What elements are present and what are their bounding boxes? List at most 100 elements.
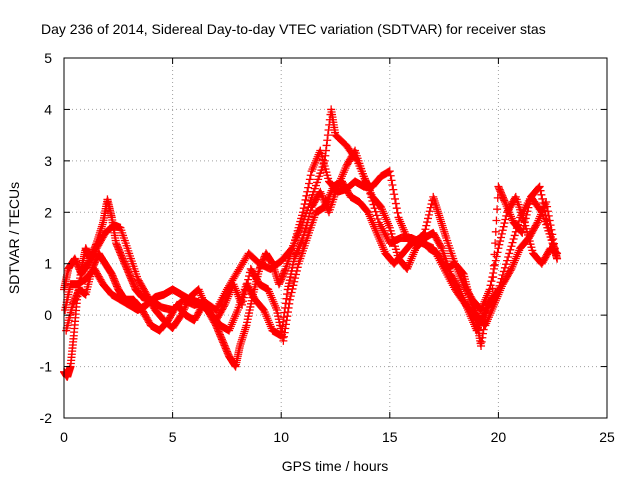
- data-point: [490, 260, 499, 269]
- data-point: [289, 281, 298, 290]
- data-point: [508, 238, 517, 247]
- data-point: [437, 242, 446, 251]
- data-point: [492, 216, 501, 225]
- data-point: [433, 205, 442, 214]
- data-point: [510, 231, 519, 240]
- data-point: [237, 335, 246, 344]
- data-point: [543, 219, 552, 228]
- y-tick-label: 2: [44, 204, 52, 220]
- data-point: [424, 214, 433, 223]
- data-point: [279, 313, 288, 322]
- data-point: [237, 337, 246, 346]
- data-point: [219, 302, 228, 311]
- data-point: [541, 211, 550, 220]
- y-tick-label: 5: [44, 50, 52, 66]
- data-point: [239, 329, 248, 338]
- data-point: [391, 194, 400, 203]
- data-point: [429, 192, 438, 201]
- data-point: [434, 209, 443, 218]
- data-point: [423, 218, 432, 227]
- data-point: [506, 245, 515, 254]
- data-point: [181, 302, 190, 311]
- x-tick-label: 25: [599, 429, 615, 445]
- data-point: [388, 181, 397, 190]
- data-point: [506, 266, 515, 275]
- data-point: [291, 274, 300, 283]
- data-point: [501, 215, 510, 224]
- x-tick-label: 15: [382, 429, 398, 445]
- data-point: [97, 222, 106, 231]
- data-point: [477, 337, 486, 346]
- data-point: [371, 207, 380, 216]
- data-point: [300, 200, 309, 209]
- data-point: [522, 210, 531, 219]
- data-point: [502, 260, 511, 269]
- data-point: [487, 295, 496, 304]
- data-point: [305, 175, 314, 184]
- data-point: [290, 277, 299, 286]
- data-point: [458, 268, 467, 277]
- data-point: [477, 342, 486, 350]
- data-point: [537, 190, 546, 199]
- data-point: [279, 336, 288, 345]
- data-point: [441, 231, 450, 240]
- data-point: [540, 203, 549, 212]
- data-point: [182, 300, 191, 309]
- y-tick-label: 0: [44, 307, 52, 323]
- data-point: [437, 219, 446, 228]
- data-point: [304, 183, 313, 192]
- data-point: [392, 204, 401, 213]
- data-point: [281, 299, 290, 308]
- data-point: [518, 228, 527, 237]
- data-point: [495, 240, 504, 249]
- data-point: [497, 233, 506, 242]
- data-point: [281, 303, 290, 312]
- x-tick-label: 20: [491, 429, 507, 445]
- data-point: [539, 199, 548, 208]
- data-point: [386, 171, 395, 180]
- data-point: [503, 256, 512, 265]
- y-tick-label: 1: [44, 256, 52, 272]
- data-point: [277, 331, 286, 340]
- data-point: [540, 207, 549, 216]
- data-point: [422, 221, 431, 230]
- data-point: [279, 317, 288, 326]
- data-point: [532, 220, 541, 229]
- axis-ticks: [63, 57, 608, 419]
- data-point: [523, 207, 532, 216]
- tick-labels: 0 5 10 15 20 25 -2 -1 0 1 2 3 4 5: [40, 50, 615, 445]
- data-point: [487, 277, 496, 286]
- data-point: [236, 339, 245, 348]
- data-point: [393, 208, 402, 217]
- data-point: [509, 235, 518, 244]
- data-point: [305, 179, 314, 188]
- data-point: [436, 215, 445, 224]
- data-markers: [60, 105, 562, 381]
- x-tick-label: 10: [273, 429, 289, 445]
- data-point: [240, 327, 249, 336]
- data-point: [303, 187, 312, 196]
- data-point: [283, 290, 292, 299]
- data-point: [499, 222, 508, 231]
- data-point: [98, 220, 107, 229]
- data-point: [277, 327, 286, 336]
- data-point: [323, 136, 332, 145]
- data-point: [500, 196, 509, 205]
- data-point: [244, 275, 253, 284]
- y-tick-label: -2: [40, 410, 53, 426]
- data-point: [372, 211, 381, 220]
- data-point: [487, 297, 496, 306]
- x-axis-label: GPS time / hours: [282, 458, 389, 474]
- series-track-4: [62, 146, 562, 340]
- data-point: [385, 167, 394, 176]
- data-point: [496, 237, 505, 246]
- data-point: [454, 283, 463, 292]
- data-point: [505, 249, 514, 258]
- data-point: [239, 331, 248, 340]
- data-point: [494, 244, 503, 253]
- data-point: [282, 294, 291, 303]
- data-point: [504, 253, 513, 262]
- data-point: [478, 329, 487, 338]
